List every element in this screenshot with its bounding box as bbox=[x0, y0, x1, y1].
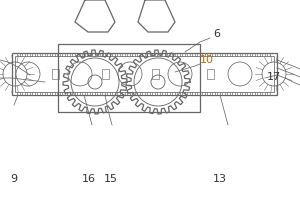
Bar bbox=[206, 69, 214, 79]
Text: 15: 15 bbox=[104, 174, 118, 184]
Text: 6: 6 bbox=[213, 29, 220, 39]
Text: 10: 10 bbox=[200, 55, 214, 65]
Bar bbox=[101, 69, 109, 79]
Bar bbox=[52, 69, 58, 79]
Bar bbox=[15, 56, 274, 92]
Text: 13: 13 bbox=[213, 174, 227, 184]
Bar bbox=[58, 44, 200, 112]
Text: 9: 9 bbox=[10, 174, 17, 184]
Bar bbox=[152, 69, 158, 79]
Text: 16: 16 bbox=[82, 174, 96, 184]
Bar bbox=[12, 53, 277, 95]
Text: 17: 17 bbox=[267, 72, 281, 82]
